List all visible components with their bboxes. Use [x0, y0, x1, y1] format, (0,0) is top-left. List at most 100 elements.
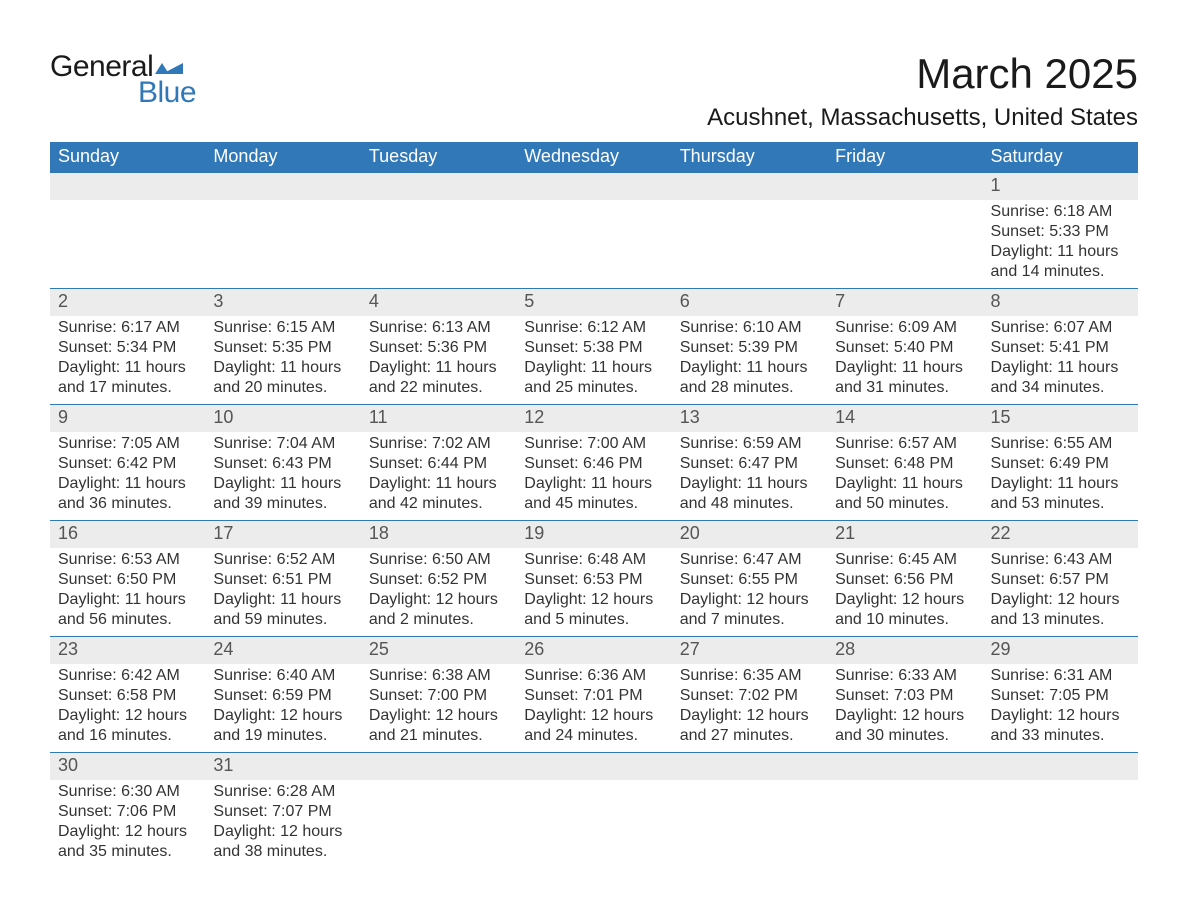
day-details: Sunrise: 6:59 AMSunset: 6:47 PMDaylight:… — [672, 432, 827, 520]
sunrise-line: Sunrise: 6:31 AM — [991, 666, 1130, 686]
day-number — [205, 173, 360, 200]
sunset-line: Sunset: 6:57 PM — [991, 570, 1130, 590]
calendar-cell — [672, 173, 827, 289]
daylight-line: Daylight: 11 hours and 22 minutes. — [369, 358, 508, 398]
sunset-line: Sunset: 6:46 PM — [524, 454, 663, 474]
sunset-line: Sunset: 5:36 PM — [369, 338, 508, 358]
day-details — [672, 200, 827, 278]
sunrise-line: Sunrise: 6:38 AM — [369, 666, 508, 686]
weekday-header: Sunday — [50, 142, 205, 173]
sunset-line: Sunset: 6:53 PM — [524, 570, 663, 590]
sunrise-line: Sunrise: 6:12 AM — [524, 318, 663, 338]
day-number: 3 — [205, 289, 360, 316]
daylight-line: Daylight: 12 hours and 35 minutes. — [58, 822, 197, 862]
calendar-cell: 28Sunrise: 6:33 AMSunset: 7:03 PMDayligh… — [827, 637, 982, 753]
day-number: 26 — [516, 637, 671, 664]
calendar-cell: 6Sunrise: 6:10 AMSunset: 5:39 PMDaylight… — [672, 289, 827, 405]
day-number: 22 — [983, 521, 1138, 548]
calendar-week: 30Sunrise: 6:30 AMSunset: 7:06 PMDayligh… — [50, 753, 1138, 869]
day-details: Sunrise: 6:35 AMSunset: 7:02 PMDaylight:… — [672, 664, 827, 752]
calendar-cell: 15Sunrise: 6:55 AMSunset: 6:49 PMDayligh… — [983, 405, 1138, 521]
weekday-header: Thursday — [672, 142, 827, 173]
day-number: 21 — [827, 521, 982, 548]
day-number: 8 — [983, 289, 1138, 316]
day-details — [983, 780, 1138, 858]
day-details: Sunrise: 7:04 AMSunset: 6:43 PMDaylight:… — [205, 432, 360, 520]
calendar-cell: 10Sunrise: 7:04 AMSunset: 6:43 PMDayligh… — [205, 405, 360, 521]
calendar-week: 2Sunrise: 6:17 AMSunset: 5:34 PMDaylight… — [50, 289, 1138, 405]
calendar-cell: 20Sunrise: 6:47 AMSunset: 6:55 PMDayligh… — [672, 521, 827, 637]
calendar-cell: 16Sunrise: 6:53 AMSunset: 6:50 PMDayligh… — [50, 521, 205, 637]
location-subtitle: Acushnet, Massachusetts, United States — [707, 104, 1138, 132]
calendar-cell: 27Sunrise: 6:35 AMSunset: 7:02 PMDayligh… — [672, 637, 827, 753]
day-details — [827, 200, 982, 278]
sunset-line: Sunset: 7:06 PM — [58, 802, 197, 822]
calendar-cell: 11Sunrise: 7:02 AMSunset: 6:44 PMDayligh… — [361, 405, 516, 521]
calendar-cell: 22Sunrise: 6:43 AMSunset: 6:57 PMDayligh… — [983, 521, 1138, 637]
calendar-cell: 31Sunrise: 6:28 AMSunset: 7:07 PMDayligh… — [205, 753, 360, 869]
daylight-line: Daylight: 11 hours and 20 minutes. — [213, 358, 352, 398]
sunrise-line: Sunrise: 6:59 AM — [680, 434, 819, 454]
weekday-header: Monday — [205, 142, 360, 173]
sunrise-line: Sunrise: 6:30 AM — [58, 782, 197, 802]
sunset-line: Sunset: 7:02 PM — [680, 686, 819, 706]
day-number: 18 — [361, 521, 516, 548]
sunset-line: Sunset: 5:34 PM — [58, 338, 197, 358]
day-details: Sunrise: 6:09 AMSunset: 5:40 PMDaylight:… — [827, 316, 982, 404]
weekday-header-row: SundayMondayTuesdayWednesdayThursdayFrid… — [50, 142, 1138, 173]
calendar-week: 16Sunrise: 6:53 AMSunset: 6:50 PMDayligh… — [50, 521, 1138, 637]
day-number: 19 — [516, 521, 671, 548]
daylight-line: Daylight: 11 hours and 17 minutes. — [58, 358, 197, 398]
logo-flag-icon — [155, 60, 183, 78]
calendar-cell: 29Sunrise: 6:31 AMSunset: 7:05 PMDayligh… — [983, 637, 1138, 753]
daylight-line: Daylight: 11 hours and 31 minutes. — [835, 358, 974, 398]
sunrise-line: Sunrise: 6:18 AM — [991, 202, 1130, 222]
daylight-line: Daylight: 12 hours and 27 minutes. — [680, 706, 819, 746]
day-details — [516, 200, 671, 278]
daylight-line: Daylight: 12 hours and 5 minutes. — [524, 590, 663, 630]
daylight-line: Daylight: 12 hours and 33 minutes. — [991, 706, 1130, 746]
day-number: 24 — [205, 637, 360, 664]
calendar-cell — [516, 753, 671, 869]
calendar-cell: 26Sunrise: 6:36 AMSunset: 7:01 PMDayligh… — [516, 637, 671, 753]
day-number: 27 — [672, 637, 827, 664]
day-number: 6 — [672, 289, 827, 316]
sunset-line: Sunset: 7:03 PM — [835, 686, 974, 706]
calendar-cell — [516, 173, 671, 289]
daylight-line: Daylight: 12 hours and 19 minutes. — [213, 706, 352, 746]
day-details: Sunrise: 6:50 AMSunset: 6:52 PMDaylight:… — [361, 548, 516, 636]
calendar-cell: 30Sunrise: 6:30 AMSunset: 7:06 PMDayligh… — [50, 753, 205, 869]
day-details: Sunrise: 6:47 AMSunset: 6:55 PMDaylight:… — [672, 548, 827, 636]
daylight-line: Daylight: 11 hours and 36 minutes. — [58, 474, 197, 514]
daylight-line: Daylight: 11 hours and 14 minutes. — [991, 242, 1130, 282]
calendar-week: 9Sunrise: 7:05 AMSunset: 6:42 PMDaylight… — [50, 405, 1138, 521]
sunset-line: Sunset: 7:01 PM — [524, 686, 663, 706]
daylight-line: Daylight: 11 hours and 42 minutes. — [369, 474, 508, 514]
day-details: Sunrise: 6:15 AMSunset: 5:35 PMDaylight:… — [205, 316, 360, 404]
day-details: Sunrise: 6:17 AMSunset: 5:34 PMDaylight:… — [50, 316, 205, 404]
day-details: Sunrise: 6:18 AMSunset: 5:33 PMDaylight:… — [983, 200, 1138, 288]
sunset-line: Sunset: 5:38 PM — [524, 338, 663, 358]
calendar-cell: 19Sunrise: 6:48 AMSunset: 6:53 PMDayligh… — [516, 521, 671, 637]
calendar-cell — [983, 753, 1138, 869]
sunrise-line: Sunrise: 6:53 AM — [58, 550, 197, 570]
sunset-line: Sunset: 6:56 PM — [835, 570, 974, 590]
daylight-line: Daylight: 11 hours and 39 minutes. — [213, 474, 352, 514]
day-details: Sunrise: 6:52 AMSunset: 6:51 PMDaylight:… — [205, 548, 360, 636]
sunrise-line: Sunrise: 6:55 AM — [991, 434, 1130, 454]
sunrise-line: Sunrise: 7:04 AM — [213, 434, 352, 454]
calendar-cell — [827, 173, 982, 289]
calendar-cell — [827, 753, 982, 869]
day-number — [827, 173, 982, 200]
day-details: Sunrise: 7:00 AMSunset: 6:46 PMDaylight:… — [516, 432, 671, 520]
daylight-line: Daylight: 12 hours and 21 minutes. — [369, 706, 508, 746]
sunrise-line: Sunrise: 6:07 AM — [991, 318, 1130, 338]
day-number: 7 — [827, 289, 982, 316]
logo-text-bottom: Blue — [138, 76, 196, 110]
day-details: Sunrise: 6:31 AMSunset: 7:05 PMDaylight:… — [983, 664, 1138, 752]
day-number: 23 — [50, 637, 205, 664]
day-details: Sunrise: 7:05 AMSunset: 6:42 PMDaylight:… — [50, 432, 205, 520]
sunset-line: Sunset: 6:58 PM — [58, 686, 197, 706]
month-title: March 2025 — [707, 50, 1138, 98]
day-number — [361, 753, 516, 780]
